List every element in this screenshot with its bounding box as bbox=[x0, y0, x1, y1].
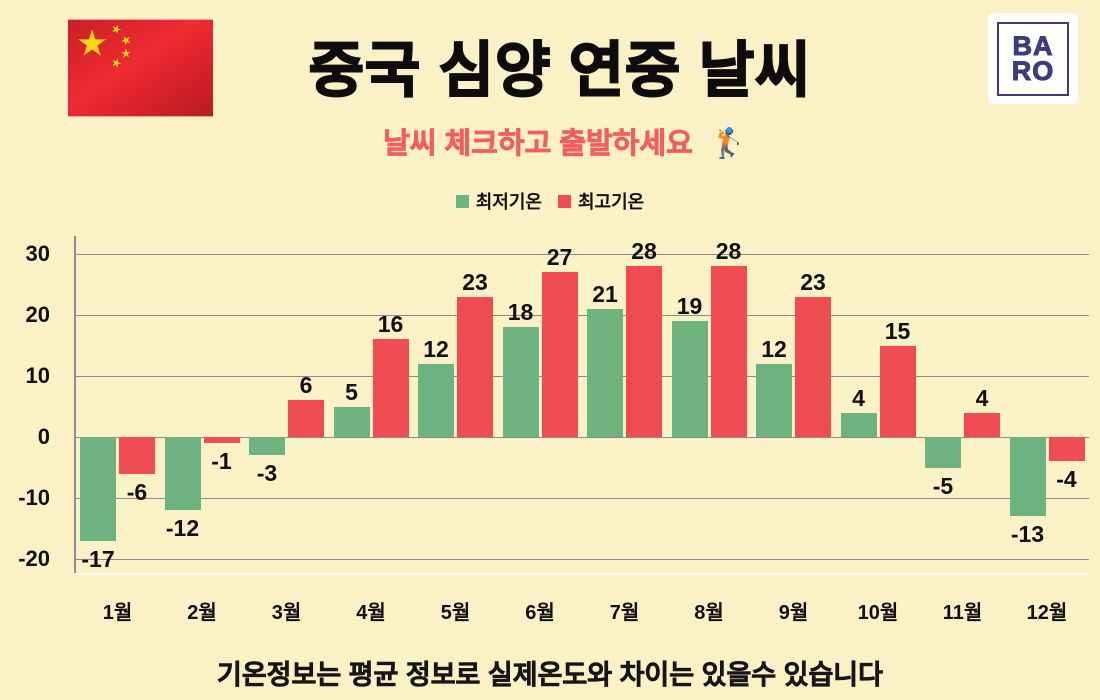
x-axis-label: 11월 bbox=[942, 602, 983, 624]
x-axis-label: 10월 bbox=[857, 602, 899, 624]
min-temp-bar bbox=[840, 412, 877, 437]
subtitle-text: 날씨 체크하고 출발하세요 bbox=[383, 128, 693, 161]
y-axis-tick-label: 0 bbox=[37, 424, 50, 449]
bar-value-label: 27 bbox=[546, 244, 573, 271]
max-temp-bar bbox=[964, 412, 1000, 437]
baro-logo-frame: BA RO bbox=[997, 21, 1069, 96]
bar-value-label: -6 bbox=[126, 478, 148, 505]
y-axis-tick-label: 20 bbox=[25, 302, 50, 327]
bar-value-label: 18 bbox=[507, 299, 534, 326]
max-temp-bar bbox=[203, 437, 240, 444]
bar-value-label: 4 bbox=[852, 384, 865, 411]
grid-line bbox=[74, 253, 1089, 255]
y-axis-line bbox=[74, 236, 76, 573]
min-temp-bar bbox=[756, 363, 792, 437]
x-axis-label: 6월 bbox=[525, 602, 555, 624]
china-flag-icon bbox=[68, 19, 213, 117]
grid-line bbox=[74, 314, 1089, 316]
max-temp-bar bbox=[372, 339, 409, 437]
min-temp-bar bbox=[249, 437, 285, 456]
bar-value-label: 12 bbox=[423, 335, 449, 362]
grid-line bbox=[74, 436, 1089, 438]
grid-line bbox=[74, 497, 1089, 499]
y-axis-tick-label: -20 bbox=[18, 546, 50, 571]
bar-value-label: 19 bbox=[676, 293, 703, 320]
max-temp-bar bbox=[1048, 437, 1085, 462]
legend-label-min-temp: 최저기온 bbox=[475, 192, 542, 212]
bar-value-label: -13 bbox=[1010, 521, 1045, 548]
baro-logo: BA RO bbox=[988, 13, 1078, 104]
min-temp-swatch-icon bbox=[455, 194, 469, 208]
x-axis-label: 4월 bbox=[356, 602, 386, 624]
baro-logo-line1: BA bbox=[1012, 30, 1054, 61]
x-axis-label: 9월 bbox=[778, 602, 809, 624]
baro-logo-line2: RO bbox=[1011, 55, 1055, 86]
bar-value-label: -5 bbox=[932, 472, 954, 499]
y-axis-tick-label: 30 bbox=[25, 241, 50, 266]
x-axis-label: 3월 bbox=[271, 602, 302, 624]
max-temp-bar bbox=[626, 266, 662, 437]
bar-value-label: -12 bbox=[165, 515, 200, 542]
max-temp-bar bbox=[879, 345, 916, 437]
bar-value-label: 5 bbox=[345, 378, 358, 405]
bar-value-label: -4 bbox=[1056, 466, 1077, 493]
max-temp-bar bbox=[288, 400, 324, 437]
legend-label-max-temp: 최고기온 bbox=[578, 192, 645, 212]
bar-value-label: 21 bbox=[592, 280, 618, 307]
bar-value-label: -1 bbox=[211, 448, 232, 475]
bar-value-label: 28 bbox=[715, 238, 742, 265]
legend-item-min-temp: 최저기온 bbox=[455, 188, 542, 214]
chart-legend: 최저기온 최고기온 bbox=[0, 188, 1100, 214]
min-temp-bar bbox=[502, 327, 539, 437]
max-temp-bar bbox=[795, 296, 831, 437]
x-axis-label: 12월 bbox=[1026, 602, 1068, 624]
x-axis-label: 8월 bbox=[694, 602, 724, 624]
bar-value-label: 23 bbox=[462, 268, 488, 295]
footer-note: 기온정보는 평균 정보로 실제온도와 차이는 있을수 있습니다 bbox=[216, 660, 884, 691]
min-temp-bar bbox=[164, 437, 201, 511]
bar-value-label: 12 bbox=[761, 335, 787, 362]
max-temp-bar bbox=[710, 266, 747, 437]
subtitle: 날씨 체크하고 출발하세요 🏌️ bbox=[0, 120, 1100, 162]
bar-value-label: 16 bbox=[377, 311, 404, 338]
x-axis-label: 2월 bbox=[187, 602, 217, 624]
min-temp-bar bbox=[333, 406, 370, 437]
max-temp-bar bbox=[119, 437, 155, 474]
x-axis-label: 7월 bbox=[609, 602, 640, 624]
bar-value-label: 23 bbox=[800, 268, 826, 295]
golfer-emoji: 🏌️ bbox=[710, 128, 747, 160]
bar-value-label: 6 bbox=[299, 372, 313, 399]
x-axis-label: 1월 bbox=[102, 602, 133, 624]
min-temp-bar bbox=[587, 308, 623, 437]
grid-line bbox=[74, 375, 1089, 377]
max-temp-bar bbox=[541, 272, 578, 437]
max-temp-swatch-icon bbox=[558, 194, 571, 208]
bar-value-label: -17 bbox=[81, 545, 115, 572]
grid-line bbox=[74, 558, 1089, 560]
max-temp-bar bbox=[457, 296, 493, 437]
y-axis-tick-label: 10 bbox=[25, 363, 50, 388]
bar-value-label: 28 bbox=[631, 238, 657, 265]
bar-value-label: -3 bbox=[256, 460, 278, 487]
min-temp-bar bbox=[80, 437, 116, 541]
min-temp-bar bbox=[925, 437, 961, 468]
min-temp-bar bbox=[418, 363, 454, 437]
min-temp-bar bbox=[1009, 437, 1046, 517]
bar-value-label: 4 bbox=[975, 384, 989, 411]
bar-value-label: 15 bbox=[884, 317, 911, 344]
min-temp-bar bbox=[671, 321, 708, 437]
x-axis-label: 5월 bbox=[440, 602, 471, 624]
y-axis-tick-label: -10 bbox=[18, 485, 50, 510]
page-title: 중국 심양 연중 날씨 bbox=[308, 36, 812, 105]
legend-item-max-temp: 최고기온 bbox=[558, 188, 644, 214]
plot-bottom-line bbox=[74, 573, 1089, 575]
